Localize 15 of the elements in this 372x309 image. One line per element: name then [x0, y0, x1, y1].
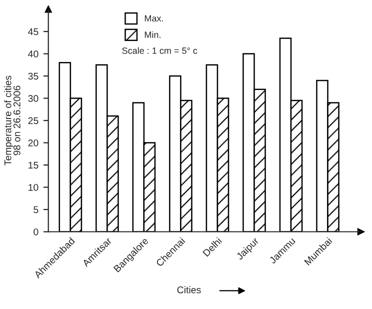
y-tick-label: 20: [28, 139, 38, 146]
y-tick-label: 15: [28, 162, 38, 169]
legend-label: Max.: [144, 15, 163, 22]
y-axis-title: Temperature of cities 98 on 26.6.2006: [4, 76, 20, 166]
y-tick-label: 45: [28, 28, 38, 36]
y-tick-label: 35: [28, 72, 38, 80]
y-tick-label: 10: [28, 184, 38, 191]
legend-label: Min.: [144, 31, 160, 38]
x-axis-title: Cities: [177, 286, 201, 294]
y-tick-label: 0: [34, 228, 38, 236]
annotation: Scale : 1 cm = 5° c: [122, 47, 198, 54]
y-tick-label: 25: [28, 117, 38, 124]
y-tick-label: 30: [28, 94, 38, 102]
y-tick-label: 5: [34, 206, 38, 214]
y-tick-label: 40: [28, 50, 38, 58]
